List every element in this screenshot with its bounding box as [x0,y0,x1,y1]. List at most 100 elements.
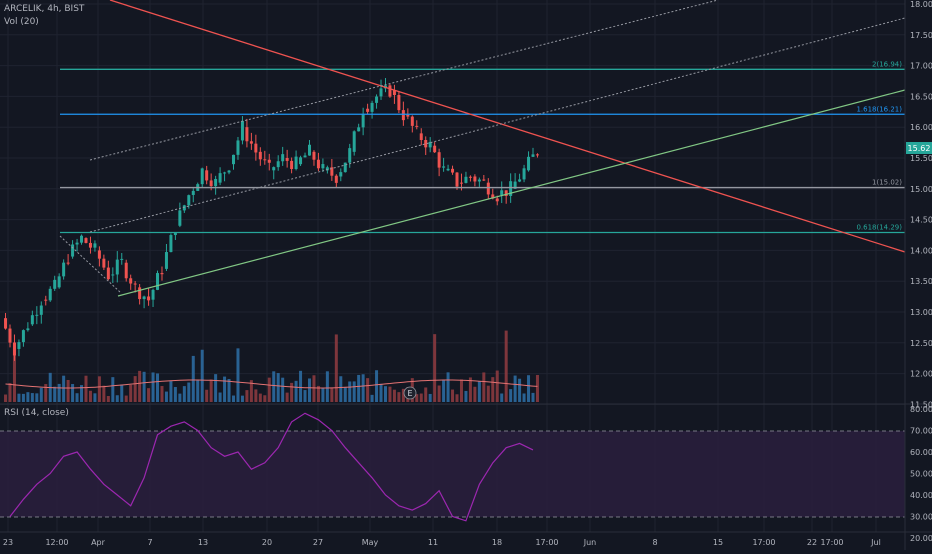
rsi-series-line [9,412,534,522]
volume-bar [254,389,258,402]
earnings-event-icon[interactable] [403,386,417,400]
price-tick-label: 16.00 [910,123,932,132]
candle-body [299,157,303,165]
volume-bar [509,389,513,402]
candle-body [160,273,164,275]
volume-bar [236,348,240,402]
candle-body [209,180,213,187]
volume-bar [366,378,370,402]
candle-body [258,151,262,160]
symbol-title[interactable]: ARCELIK, 4h, BIST [4,4,85,14]
volume-bar [535,374,539,402]
rsi-axis[interactable]: 80.00 70.00 60.00 50.00 40.00 30.00 20.00 [910,405,932,543]
candle-body [120,258,124,260]
volume-bar [397,392,401,402]
volume-bar [218,392,222,402]
candle-body [97,250,101,259]
candle-body [53,279,57,289]
candle-body [245,127,249,142]
volume-bar [388,386,392,402]
volume-bar [379,383,383,402]
candle-body [75,242,79,245]
volume-bar [133,376,137,402]
candle-body [415,125,419,127]
volume-bar [433,334,437,402]
candle-body [124,262,128,279]
price-tick-label: 15.00 [910,185,932,194]
candle-body [446,168,450,171]
candle-body [218,173,222,183]
volume-bar [401,388,405,402]
candle-body [249,141,253,144]
volume-bar [468,377,472,402]
candle-body [500,190,504,195]
resistance-trendline [109,0,906,253]
volume-bar [205,389,209,402]
fib-level-label: 0.618(14.29) [856,224,902,232]
volume-bar [138,370,142,402]
volume-bar [156,373,160,402]
volume-bar [513,375,517,402]
rsi-tick-label: 30.00 [910,513,932,522]
volume-bar [173,387,177,402]
candle-body [352,131,356,152]
volume-bar [348,381,352,402]
candle-body [30,315,34,325]
volume-bar [71,384,75,402]
candle-body [48,288,52,301]
time-tick-label: 23 [3,538,13,547]
candle-body [164,252,168,269]
candle-body [509,181,513,196]
price-axis[interactable]: 18.00 17.50 17.00 16.50 16.00 15.50 15.00 14.50… [910,0,932,409]
rsi-indicator-label[interactable]: RSI (14, close) [4,408,69,418]
volume-bar [455,394,459,402]
volume-bar [209,379,213,402]
channel-upper-line [89,0,719,161]
volume-bar [482,372,486,402]
volume-bar [303,390,307,402]
candle-body [321,164,325,169]
volume-bar [527,375,531,402]
volume-bar [375,370,379,402]
candle-body [263,159,267,161]
candle-body [303,155,307,158]
candle-body [102,258,106,268]
candle-body [294,156,298,170]
volume-bar [97,376,101,402]
candle-body [227,170,231,173]
volume-bar [307,378,311,402]
candle-body [290,160,294,170]
volume-bar [223,376,227,402]
volume-bar [120,384,124,402]
candle-body [80,235,84,243]
volume-indicator-label[interactable]: Vol (20) [4,17,39,27]
candle-body [486,182,490,195]
candle-body [4,318,8,329]
volume-bar [473,386,477,402]
candle-body [178,210,182,226]
candle-body [169,235,173,253]
volume-bar [106,395,110,402]
support-trendline [117,89,906,297]
volume-bar [495,370,499,402]
candle-body [334,175,338,183]
time-tick-label: Apr [91,538,106,547]
candle-body [142,296,146,300]
volume-bar [437,385,441,402]
volume-bar [26,392,30,402]
candle-body [428,141,432,148]
candle-body [504,190,508,196]
volume-bar [88,390,92,402]
fib-level-label: 1.618(16.21) [856,105,902,113]
volume-bar [491,377,495,402]
earnings-event-label: E [407,389,412,398]
volume-bar [392,389,396,402]
candle-body [62,262,66,277]
candle-body [84,238,88,243]
candle-body [357,127,361,132]
candle-body [223,172,227,174]
time-axis[interactable]: 23 12:00 Apr 7 13 20 27 May 11 18 17:00 Jun 8 15 17:00… [3,538,881,547]
time-tick-label: 13 [198,538,208,547]
